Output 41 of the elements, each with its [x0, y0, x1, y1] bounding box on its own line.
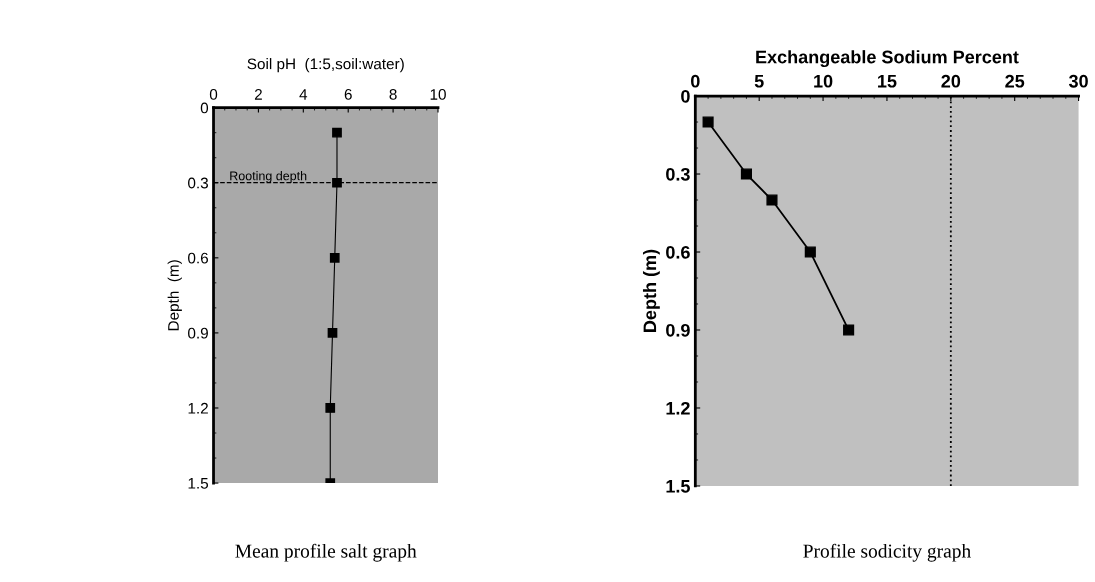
- y-tick-label: 1.2: [188, 402, 208, 414]
- point: [702, 116, 714, 128]
- x-tick-label: 15: [878, 75, 897, 88]
- point: [804, 246, 816, 258]
- x-tick-label: 20: [941, 74, 961, 88]
- x-tick-label: 0: [209, 88, 218, 100]
- x-tick-label: 2: [254, 88, 262, 100]
- point: [332, 127, 342, 138]
- x-tick-label: 30: [1068, 74, 1088, 88]
- point: [332, 177, 342, 188]
- point: [325, 403, 336, 413]
- x-tick-label: 5: [754, 75, 764, 88]
- text: Profile sodicity graph: [803, 543, 971, 562]
- y-tick-label: 1.5: [188, 478, 209, 489]
- y-tick-label: 0.9: [666, 323, 690, 337]
- x-tick-label: 10: [430, 88, 446, 100]
- y-axis-title: Depth (m): [167, 260, 182, 331]
- ref-line-label: Rooting depth: [230, 171, 307, 183]
- x-axis-title: Exchangeable Sodium Percent: [756, 50, 1019, 68]
- y-axis-title: Depth (m): [642, 249, 660, 332]
- point: [329, 252, 340, 263]
- point: [843, 324, 855, 336]
- x-tick-label: 25: [1005, 74, 1025, 88]
- y-tick-label: 0: [200, 102, 209, 114]
- y-tick-label: 0.3: [188, 177, 208, 189]
- x-tick-label: 8: [389, 88, 397, 100]
- y-tick-label: 0.9: [188, 327, 208, 339]
- x-tick-label: 6: [344, 88, 352, 100]
- y-tick-label: 1.2: [666, 401, 690, 415]
- y-tick-label: 0.3: [666, 167, 690, 181]
- x-tick-label: 4: [299, 89, 308, 100]
- x-axis-title: Soil pH (1:5,soil:water): [247, 58, 404, 73]
- text: Mean profile salt graph: [235, 543, 417, 562]
- y-tick-label: 0.6: [188, 252, 208, 264]
- x-tick-label: 10: [814, 74, 833, 88]
- x-tick-label: 0: [691, 74, 700, 88]
- point: [740, 168, 752, 180]
- y-tick-label: 0.6: [666, 245, 690, 259]
- point: [766, 194, 778, 206]
- point: [327, 328, 338, 338]
- y-tick-label: 1.5: [666, 480, 690, 493]
